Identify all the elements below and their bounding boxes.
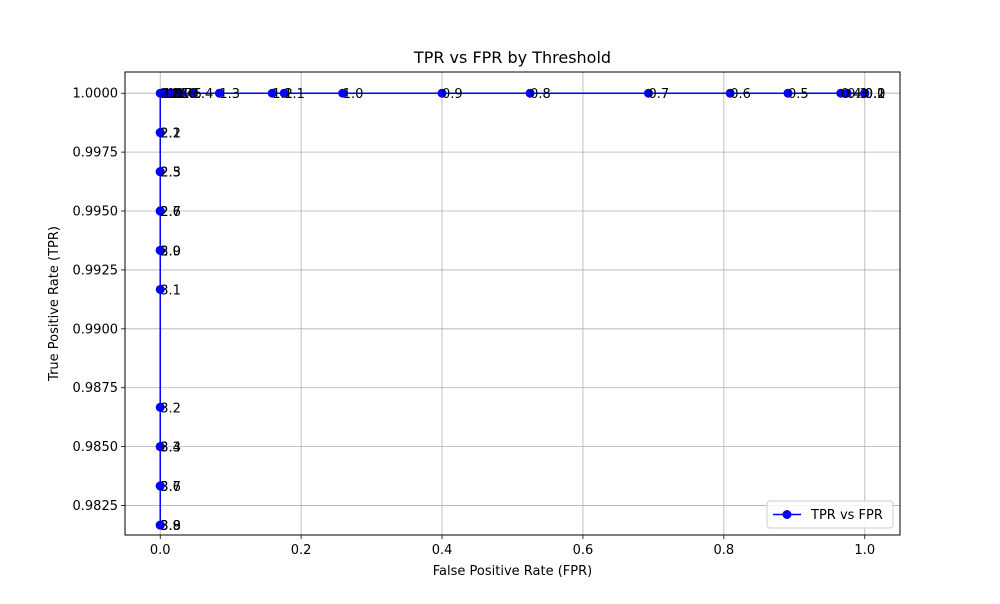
data-point-label: 1.5 <box>181 87 202 102</box>
data-point-label: 0.2 <box>865 87 886 102</box>
data-point-label: 2.5 <box>160 166 181 181</box>
x-axis-title: False Positive Rate (FPR) <box>433 564 592 579</box>
y-tick-label: 0.9975 <box>73 146 119 161</box>
data-point-label: 3.9 <box>160 519 181 534</box>
data-point-marker <box>155 402 165 412</box>
data-point-marker <box>155 284 165 294</box>
data-point-marker <box>155 481 165 491</box>
y-tick-label: 0.9875 <box>73 381 119 396</box>
data-point-label: 2.0 <box>160 87 181 102</box>
y-tick-label: 0.9825 <box>73 499 119 514</box>
data-point-marker <box>643 88 653 98</box>
plot-frame <box>124 71 901 536</box>
data-point-label: 1.9 <box>163 87 184 102</box>
data-point-label: 0.3 <box>847 87 868 102</box>
series-marker-layer <box>155 88 870 530</box>
data-point-label: 3.7 <box>160 480 181 495</box>
data-point-marker <box>214 88 224 98</box>
data-point-marker <box>155 206 165 216</box>
x-tick-label: 1.0 <box>854 543 875 558</box>
data-point-label: 0.8 <box>530 87 551 102</box>
x-tick-label: 0.6 <box>573 543 594 558</box>
data-point-label: 2.2 <box>160 127 181 142</box>
data-point-marker <box>842 88 852 98</box>
data-point-label: 1.4 <box>193 87 214 102</box>
data-point-label: 1.0 <box>343 87 364 102</box>
point-label-layer: 3.93.83.73.63.43.33.23.13.02.92.72.62.52… <box>160 87 885 534</box>
data-point-marker <box>437 88 447 98</box>
data-point-marker <box>155 245 165 255</box>
data-point-marker <box>525 88 535 98</box>
data-point-label: 2.3 <box>160 166 181 181</box>
data-point-label: 1.8 <box>167 87 188 102</box>
data-point-label: 2.6 <box>160 205 181 220</box>
x-tick-label: 0.0 <box>150 543 171 558</box>
data-point-marker <box>338 88 348 98</box>
x-tick-label: 0.8 <box>714 543 735 558</box>
data-point-label: 2.7 <box>160 205 181 220</box>
y-tick-label: 1.0000 <box>73 87 119 102</box>
legend-marker-swatch <box>782 510 792 519</box>
data-point-label: 1.2 <box>272 87 293 102</box>
y-tick-label: 0.9900 <box>73 322 119 337</box>
data-point-label: 0.9 <box>442 87 463 102</box>
data-point-marker <box>155 442 165 452</box>
data-point-label: 2.1 <box>160 127 181 142</box>
legend-label: TPR vs FPR <box>810 508 883 523</box>
legend: TPR vs FPR <box>766 500 894 529</box>
data-point-label: 3.0 <box>160 244 181 259</box>
data-point-label: 3.3 <box>160 441 181 456</box>
y-tick-label: 0.9925 <box>73 263 119 278</box>
data-point-label: 3.8 <box>160 519 181 534</box>
data-point-marker <box>783 88 793 98</box>
data-point-marker <box>155 167 165 177</box>
data-point-label: 1.7 <box>172 87 193 102</box>
data-point-label: 0.7 <box>648 87 669 102</box>
data-point-label: 3.6 <box>160 480 181 495</box>
data-point-label: 0.4 <box>841 87 862 102</box>
data-point-marker <box>279 88 289 98</box>
data-point-marker <box>860 88 870 98</box>
data-point-label: 0.5 <box>788 87 809 102</box>
data-point-label: 0.0 <box>865 87 886 102</box>
y-tick-label: 0.9950 <box>73 205 119 220</box>
chart-title: TPR vs FPR by Threshold <box>413 48 611 67</box>
data-point-label: 3.4 <box>160 441 181 456</box>
data-point-marker <box>836 88 846 98</box>
y-tick-label: 0.9850 <box>73 440 119 455</box>
data-point-label: 2.9 <box>160 244 181 259</box>
data-point-marker <box>267 88 277 98</box>
data-point-label: 1.3 <box>219 87 240 102</box>
data-point-label: 3.1 <box>160 283 181 298</box>
data-point-label: 0.6 <box>730 87 751 102</box>
data-point-label: 0.1 <box>865 87 886 102</box>
legend-box <box>766 500 894 529</box>
data-point-marker <box>725 88 735 98</box>
data-point-marker <box>155 128 165 138</box>
data-point-label: 3.2 <box>160 401 181 416</box>
data-point-label: 1.6 <box>176 87 197 102</box>
x-tick-label: 0.2 <box>291 543 312 558</box>
data-point-label: 1.1 <box>284 87 305 102</box>
x-tick-label: 0.4 <box>432 543 453 558</box>
y-axis-title: True Positive Rate (TPR) <box>47 226 62 382</box>
tick-layer: 0.0 0.2 0.4 0.6 0.8 1.0 0.9825 0.9850 0.9875 0.99… <box>73 87 876 558</box>
data-point-marker <box>188 88 198 98</box>
data-point-marker <box>176 88 186 98</box>
data-point-marker <box>155 520 165 530</box>
